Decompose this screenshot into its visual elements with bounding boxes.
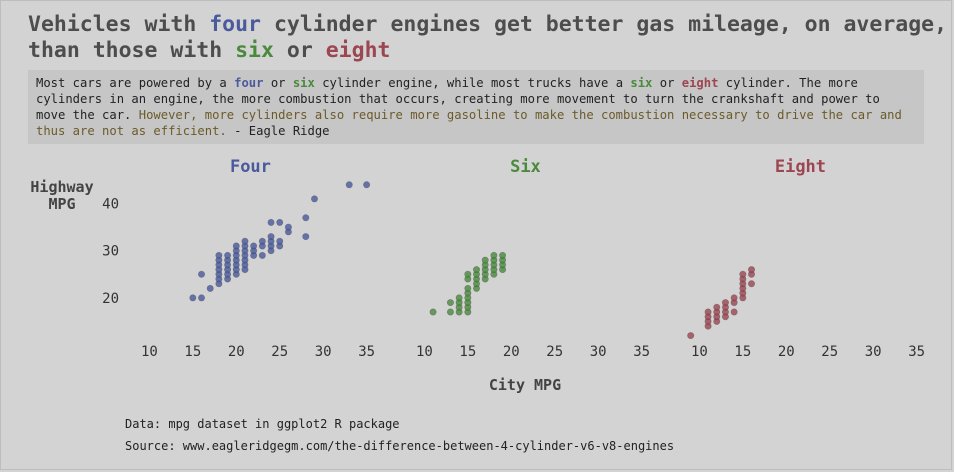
data-point — [363, 181, 371, 189]
panel-title-four: Four — [230, 157, 271, 177]
x-tick-label: 10 — [691, 344, 708, 360]
x-tick-label: 30 — [315, 344, 332, 360]
x-tick-label: 10 — [141, 344, 158, 360]
data-point — [302, 233, 310, 241]
panel-title-six: Six — [510, 157, 541, 177]
x-tick-label: 35 — [358, 344, 375, 360]
footer-data-note: Data: mpg dataset in ggplot2 R package — [125, 417, 400, 431]
title-eight: eight — [325, 38, 391, 63]
data-point — [446, 299, 454, 307]
y-tick-label: 40 — [102, 197, 119, 213]
data-point — [276, 237, 284, 245]
x-tick-label: 25 — [271, 344, 288, 360]
footer-source-note: Source: www.eagleridgegm.com/the-differe… — [125, 439, 675, 453]
x-tick-label: 35 — [633, 344, 650, 360]
description-highlight: However, more cylinders also require mor… — [36, 108, 902, 138]
data-point — [250, 242, 258, 250]
data-point — [739, 270, 747, 278]
x-axis-label: City MPG — [489, 376, 561, 394]
data-point — [198, 294, 206, 302]
data-point — [258, 251, 266, 259]
data-point — [730, 294, 738, 302]
data-point — [345, 181, 353, 189]
data-point — [704, 308, 712, 316]
data-point — [429, 308, 437, 316]
data-point — [215, 251, 223, 259]
y-tick-label: 30 — [102, 244, 119, 260]
data-point — [748, 280, 756, 288]
description-box: Most cars are powered by a four or six c… — [28, 70, 924, 144]
data-point — [721, 299, 729, 307]
data-point — [189, 294, 197, 302]
data-point — [276, 218, 284, 226]
data-point — [232, 242, 240, 250]
scatter-plot: Highway MPG City MPG 20 30 40 Four 10 15 20 25 3… — [30, 157, 925, 394]
y-axis-label: Highway — [30, 178, 93, 196]
data-point — [490, 251, 498, 259]
data-point — [748, 266, 756, 274]
data-point — [224, 251, 232, 259]
x-tick-label: 30 — [865, 344, 882, 360]
data-point — [687, 332, 695, 340]
data-point — [713, 303, 721, 311]
data-point — [481, 256, 489, 264]
data-point — [499, 251, 507, 259]
data-point — [241, 237, 249, 245]
data-point — [206, 284, 214, 292]
title-four: four — [209, 12, 261, 37]
y-axis-label-line2: MPG — [48, 195, 75, 213]
x-tick-label: 15 — [459, 344, 476, 360]
x-tick-label: 15 — [184, 344, 201, 360]
title-six: six — [235, 38, 274, 63]
x-tick-label: 25 — [546, 344, 563, 360]
data-point — [446, 308, 454, 316]
x-tick-label: 35 — [908, 344, 925, 360]
data-point — [198, 270, 206, 278]
data-point — [267, 233, 275, 241]
x-tick-label: 20 — [778, 344, 795, 360]
data-point — [310, 195, 318, 203]
data-point — [473, 266, 481, 274]
chart-title: Vehicles with four cylinder engines get … — [28, 12, 948, 63]
data-point — [302, 214, 310, 222]
data-point — [464, 284, 472, 292]
y-tick-label: 20 — [102, 291, 119, 307]
x-tick-label: 30 — [590, 344, 607, 360]
x-tick-label: 15 — [734, 344, 751, 360]
data-point — [730, 308, 738, 316]
x-tick-label: 20 — [228, 344, 245, 360]
data-point — [258, 237, 266, 245]
panel-title-eight: Eight — [775, 157, 826, 177]
data-point — [464, 270, 472, 278]
x-tick-label: 10 — [416, 344, 433, 360]
data-point — [267, 218, 275, 226]
data-point — [455, 294, 463, 302]
x-tick-label: 20 — [503, 344, 520, 360]
x-tick-label: 25 — [821, 344, 838, 360]
data-point — [284, 223, 292, 231]
